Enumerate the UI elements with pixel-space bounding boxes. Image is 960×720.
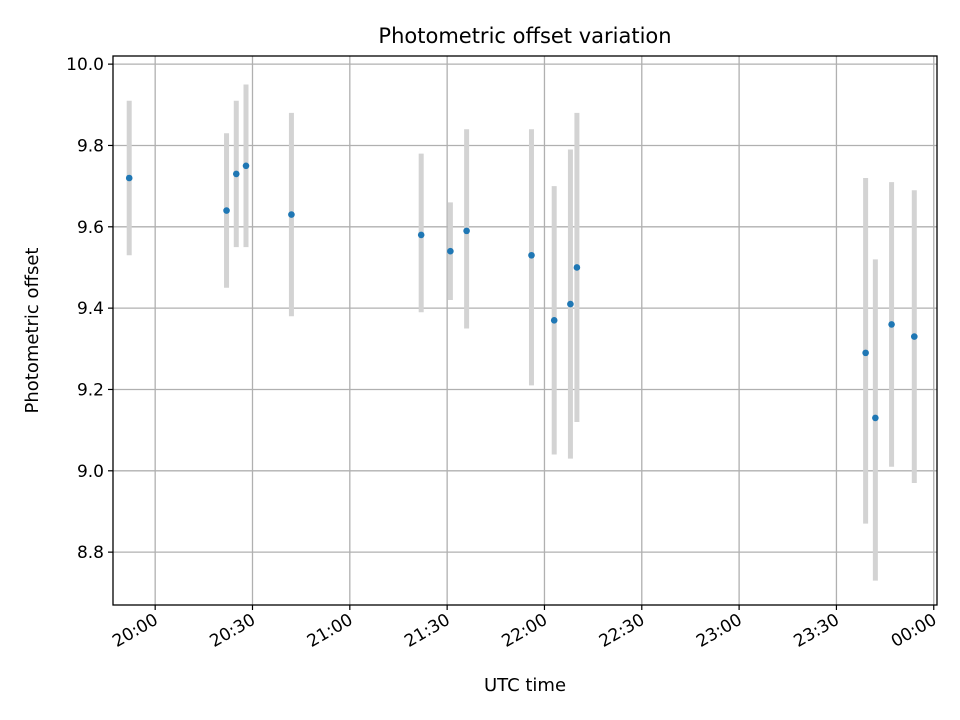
x-axis-title: UTC time [484, 675, 566, 696]
error-bars [126, 84, 917, 581]
y-tick-label: 8.8 [77, 543, 104, 563]
data-point [223, 207, 230, 214]
chart-title: Photometric offset variation [378, 24, 671, 48]
data-point [910, 333, 918, 340]
data-point [242, 162, 250, 170]
x-tick-label: 20:30 [207, 610, 259, 652]
data-point [862, 349, 869, 357]
x-tick-label: 22:00 [499, 610, 551, 652]
data-points [125, 162, 918, 422]
data-point [573, 264, 581, 271]
data-point [417, 231, 425, 239]
x-tick-label: 23:00 [693, 610, 745, 652]
data-point [232, 170, 240, 178]
y-tick-label: 9.8 [77, 136, 104, 156]
data-point [463, 227, 470, 235]
data-point [872, 414, 879, 422]
y-tick-label: 9.6 [77, 218, 104, 238]
plot-frame [112, 55, 938, 606]
y-axis-title: Photometric offset [22, 248, 43, 414]
x-tick-label: 22:30 [596, 610, 648, 652]
y-tick-label: 9.4 [77, 299, 104, 319]
y-tick-label: 9.2 [77, 380, 104, 400]
x-tick-label: 21:00 [304, 610, 356, 652]
x-tick-label: 20:00 [109, 610, 161, 652]
data-point [888, 321, 895, 328]
data-point [447, 247, 454, 255]
data-point [528, 251, 535, 259]
data-point [288, 211, 295, 218]
grid-lines [113, 56, 937, 605]
axis-ticks: 20:00 20:30 21:00 21:30 22:00 22:30 23:00 23:30… [66, 55, 940, 652]
y-tick-label: 9.0 [77, 462, 104, 482]
x-tick-label: 23:30 [790, 610, 842, 652]
y-tick-label: 10.0 [66, 55, 104, 75]
data-point [550, 317, 558, 324]
x-tick-label: 00:00 [888, 610, 940, 652]
data-point [567, 300, 574, 308]
x-tick-label: 21:30 [401, 610, 453, 652]
data-point [125, 174, 133, 182]
